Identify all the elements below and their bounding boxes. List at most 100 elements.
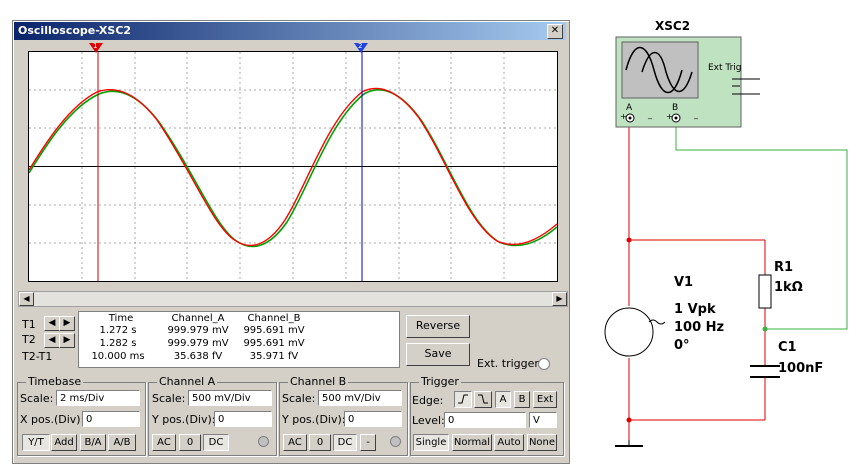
- channel-b-dc-button[interactable]: DC: [333, 434, 357, 451]
- channel-b-scale-field[interactable]: 500 mV/Div: [318, 390, 402, 406]
- ext-trigger-terminal[interactable]: [538, 358, 550, 370]
- channel-b-minus-button[interactable]: -: [360, 434, 376, 451]
- channel-b-ac-button[interactable]: AC: [283, 434, 307, 451]
- v1-name: V1: [674, 275, 694, 290]
- mode-ba-button[interactable]: B/A: [80, 434, 106, 451]
- trigger-none-button[interactable]: None: [527, 434, 557, 451]
- scroll-left-button[interactable]: ◀: [19, 292, 34, 306]
- trigger-auto-button[interactable]: Auto: [494, 434, 524, 451]
- capacitor-symbol: [750, 365, 780, 378]
- t2-time: 1.282 s: [99, 338, 137, 349]
- timebase-group: Timebase: [17, 375, 146, 456]
- t1-right-button[interactable]: ▶: [59, 316, 75, 331]
- red-wires: [628, 120, 766, 440]
- horizontal-scrollbar[interactable]: ◀ ▶: [18, 291, 568, 307]
- port-b-label: B: [672, 103, 679, 113]
- ext-trig-label: Ext Trig: [708, 63, 742, 73]
- mode-add-button[interactable]: Add: [51, 434, 77, 451]
- channel-b-scale-label: Scale:: [282, 392, 316, 405]
- mode-yt-button[interactable]: Y/T: [22, 434, 50, 451]
- channel-b-title: Channel B: [288, 375, 349, 388]
- cursor-t1-label: 1: [93, 42, 98, 50]
- trigger-group: Trigger: [410, 375, 564, 456]
- port-a-label: A: [626, 103, 633, 113]
- trigger-single-button[interactable]: Single: [413, 434, 449, 451]
- edge-label: Edge:: [412, 394, 444, 407]
- ext-trigger-label: Ext. trigger: [477, 357, 539, 370]
- c1-name: C1: [778, 340, 797, 355]
- trigger-normal-button[interactable]: Normal: [452, 434, 492, 451]
- t2-channel-a: 999.979 mV: [167, 338, 229, 349]
- delta-channel-b: 35.971 fV: [249, 351, 299, 362]
- scope-screen[interactable]: [28, 51, 558, 282]
- port-a-minus: _: [648, 110, 652, 119]
- trigger-level-field[interactable]: 0: [444, 412, 526, 428]
- xpos-label: X pos.(Div):: [20, 413, 85, 426]
- channel-a-trace: [28, 87, 558, 247]
- scope-instrument-icon: [615, 36, 760, 128]
- close-button[interactable]: ✕: [547, 24, 563, 39]
- mode-ab-button[interactable]: A/B: [108, 434, 136, 451]
- scope-display: [28, 52, 558, 281]
- v1-phase: 0°: [674, 338, 690, 353]
- r1-name: R1: [774, 260, 794, 275]
- cursor-t1-handle[interactable]: [89, 43, 103, 53]
- timebase-title: Timebase: [26, 375, 84, 388]
- t1-channel-b: 995.691 mV: [243, 325, 305, 336]
- channel-b-terminal[interactable]: [390, 436, 401, 447]
- t2-t1-label: T2-T1: [22, 350, 53, 363]
- title-bar[interactable]: Oscilloscope-XSC2 ✕: [14, 22, 566, 40]
- green-wires: [675, 120, 848, 330]
- save-button[interactable]: Save: [406, 343, 470, 366]
- ground-icon: [615, 440, 643, 447]
- delta-channel-a: 35.638 fV: [173, 351, 223, 362]
- channel-a-ypos-field[interactable]: 0: [214, 411, 272, 427]
- level-label: Level:: [412, 414, 445, 427]
- t2-left-button[interactable]: ◀: [44, 333, 60, 348]
- channel-a-group: Channel A: [148, 375, 277, 456]
- channel-a-scale-field[interactable]: 500 mV/Div: [188, 390, 272, 406]
- channel-b-zero-button[interactable]: 0: [309, 434, 331, 451]
- channel-a-ac-button[interactable]: AC: [152, 434, 176, 451]
- trigger-level-unit[interactable]: V: [529, 412, 557, 428]
- falling-edge-icon[interactable]: [474, 391, 492, 408]
- t1-label: T1: [22, 318, 36, 331]
- xpos-field[interactable]: 0: [82, 411, 140, 427]
- trigger-source-a-button[interactable]: A: [495, 391, 511, 408]
- cursor-t2-label: 2: [358, 42, 363, 50]
- port-b-minus: _: [694, 110, 698, 119]
- header-channel-b: Channel_B: [247, 313, 301, 324]
- t1-left-button[interactable]: ◀: [44, 316, 60, 331]
- trigger-source-ext-button[interactable]: Ext: [533, 391, 557, 408]
- header-channel-a: Channel_A: [171, 313, 225, 324]
- channel-a-scale-label: Scale:: [152, 392, 186, 405]
- scroll-right-button[interactable]: ▶: [552, 292, 567, 306]
- t1-channel-a: 999.979 mV: [167, 325, 229, 336]
- timebase-scale-label: Scale:: [20, 392, 54, 405]
- channel-b-group: Channel B: [279, 375, 408, 456]
- cursor-t2-handle[interactable]: [354, 43, 368, 53]
- c1-value: 100nF: [778, 361, 824, 376]
- measurement-readout: Time Channel_A Channel_B 1.272 s 999.979…: [78, 311, 400, 368]
- v1-frequency: 100 Hz: [674, 320, 725, 335]
- port-b-plus: +: [666, 112, 673, 121]
- header-time: Time: [108, 313, 134, 324]
- channel-a-terminal[interactable]: [258, 436, 269, 447]
- channel-b-ypos-field[interactable]: 0: [344, 411, 402, 427]
- rising-edge-icon[interactable]: [454, 391, 472, 408]
- timebase-scale-field[interactable]: 2 ms/Div: [56, 390, 140, 406]
- channel-b-ypos-label: Y pos.(Div):: [282, 413, 346, 426]
- t2-channel-b: 995.691 mV: [243, 338, 305, 349]
- channel-a-dc-button[interactable]: DC: [203, 434, 229, 451]
- channel-a-zero-button[interactable]: 0: [179, 434, 201, 451]
- channel-a-ypos-label: Y pos.(Div):: [152, 413, 216, 426]
- delta-time: 10.000 ms: [91, 351, 145, 362]
- t1-time: 1.272 s: [99, 325, 137, 336]
- v1-amplitude: 1 Vpk: [674, 302, 716, 317]
- scope-label: XSC2: [655, 19, 691, 33]
- channel-b-trace: [28, 89, 558, 248]
- t2-right-button[interactable]: ▶: [59, 333, 75, 348]
- trigger-source-b-button[interactable]: B: [514, 391, 530, 408]
- t2-label: T2: [22, 333, 36, 346]
- reverse-button[interactable]: Reverse: [406, 315, 470, 338]
